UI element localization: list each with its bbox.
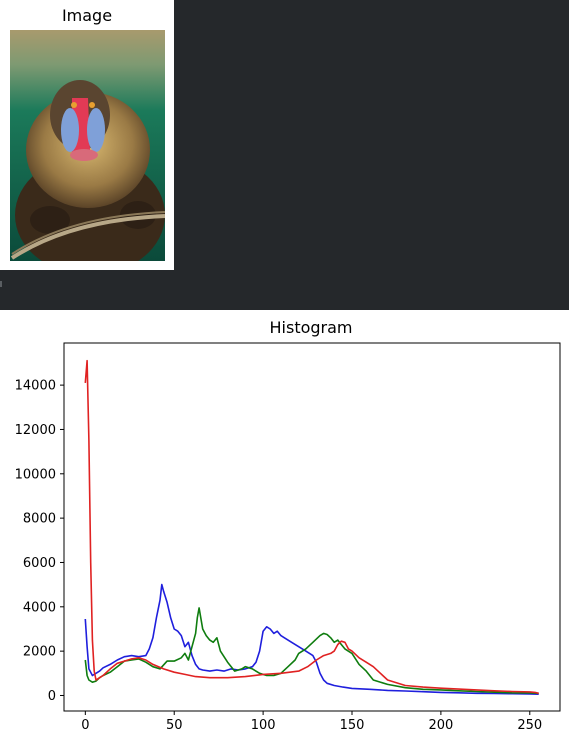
blue-channel-line: [84, 583, 539, 695]
y-tick-label: 2000: [23, 645, 56, 660]
y-tick-label: 10000: [15, 467, 56, 482]
mandrill-photo: [10, 30, 165, 261]
plot-frame: [63, 342, 561, 712]
x-tick-label: 150: [340, 718, 365, 733]
y-tick-label: 0: [48, 689, 56, 704]
histogram-chart: Histogram 0 50 100 150 200 250 0 2000 4000 6000 80…: [15, 318, 561, 733]
green-channel-line: [84, 607, 539, 695]
chart-title: Histogram: [270, 318, 353, 337]
image-window-panel: Image: [0, 0, 569, 310]
x-tick-label: 250: [517, 718, 542, 733]
scroll-marker: [0, 281, 2, 287]
x-tick-label: 100: [251, 718, 276, 733]
x-tick-label: 200: [428, 718, 453, 733]
series-layer: [84, 359, 539, 695]
x-tick-label: 0: [81, 718, 89, 733]
red-channel-line: [84, 359, 539, 695]
y-tick-label: 8000: [23, 512, 56, 527]
y-tick-label: 14000: [15, 379, 56, 394]
x-tick-label: 50: [166, 718, 183, 733]
image-title: Image: [61, 6, 113, 25]
image-figure: Image: [0, 0, 174, 270]
y-tick-label: 12000: [15, 423, 56, 438]
y-tick-label: 4000: [23, 600, 56, 615]
y-tick-label: 6000: [23, 556, 56, 571]
axis-layer: 0 50 100 150 200 250 0 2000 4000 6000 8000 10000 120…: [15, 379, 543, 733]
